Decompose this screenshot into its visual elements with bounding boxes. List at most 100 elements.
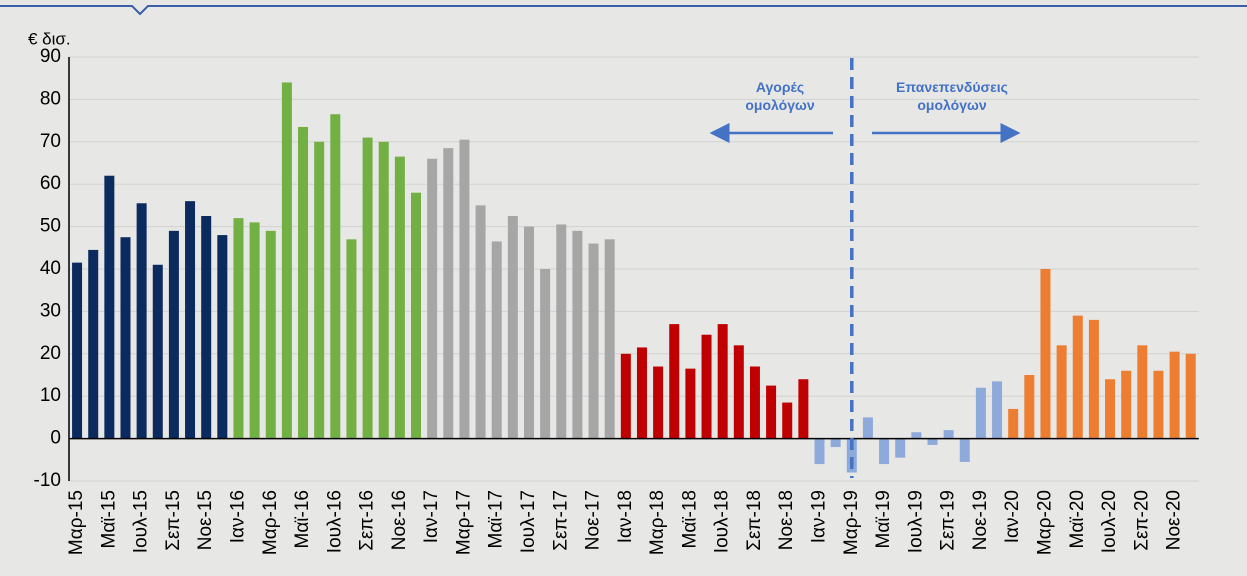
bar <box>1056 345 1067 439</box>
bar <box>911 432 922 439</box>
y-tick-label: 50 <box>40 216 61 237</box>
bar <box>685 368 696 439</box>
x-tick-label: Σεπ-17 <box>550 490 571 551</box>
x-tick-label: Μαϊ-19 <box>873 490 894 549</box>
y-tick-label: 40 <box>40 258 61 279</box>
x-tick-label: Νοε-18 <box>776 490 797 550</box>
bar <box>362 137 373 439</box>
x-tick-label: Μαϊ-20 <box>1067 490 1088 549</box>
bar <box>1008 408 1019 439</box>
x-tick-label: Μαρ-17 <box>453 490 474 555</box>
bar <box>653 366 664 439</box>
x-tick-label: Νοε-16 <box>389 490 410 550</box>
bar <box>249 222 260 439</box>
bar <box>1169 351 1180 439</box>
x-tick-label: Μαϊ-15 <box>98 490 119 549</box>
bar <box>152 264 163 439</box>
bar <box>636 347 647 439</box>
bar <box>701 334 712 439</box>
bar <box>830 438 841 448</box>
x-tick-label: Ιαν-20 <box>1002 490 1023 543</box>
bar <box>975 387 986 439</box>
x-tick-label: Ιουλ-16 <box>324 490 345 553</box>
x-tick-label: Σεπ-18 <box>744 490 765 551</box>
bar <box>556 224 567 439</box>
bar <box>669 324 680 439</box>
top-rule <box>0 5 1247 16</box>
bar <box>217 235 228 439</box>
y-tick-label: -10 <box>34 470 61 491</box>
bar <box>459 139 470 439</box>
bar <box>782 402 793 439</box>
x-tick-label: Ιουλ-18 <box>712 490 733 553</box>
bar <box>185 201 196 439</box>
bar <box>136 203 147 439</box>
bar <box>943 430 954 439</box>
bar <box>717 324 728 439</box>
y-tick-label: 70 <box>40 131 61 152</box>
annotation: Αγορές ομολόγων <box>745 79 814 113</box>
bar <box>572 230 583 439</box>
bar <box>1072 315 1083 439</box>
x-tick-label: Ιουλ-15 <box>131 490 152 553</box>
bar <box>733 345 744 439</box>
bar <box>927 438 938 445</box>
bar <box>298 126 309 439</box>
y-tick-label: 20 <box>40 343 61 364</box>
bar <box>330 114 341 439</box>
bar <box>507 216 518 439</box>
y-tick-label: 90 <box>40 46 61 67</box>
x-tick-label: Μαϊ-16 <box>292 490 313 549</box>
bar <box>1185 353 1196 439</box>
bar <box>394 156 405 439</box>
bar <box>346 239 357 439</box>
bar <box>120 237 131 439</box>
bar <box>814 438 825 465</box>
bar <box>281 82 292 439</box>
bar <box>1121 370 1132 439</box>
bar <box>879 438 890 465</box>
bar <box>1105 379 1116 439</box>
bar <box>959 438 970 462</box>
x-tick-label: Μαϊ-18 <box>679 490 700 549</box>
bar <box>72 262 83 439</box>
bar <box>104 175 115 439</box>
bar <box>443 148 454 439</box>
bar <box>1040 269 1051 439</box>
x-tick-label: Μαρ-19 <box>841 490 862 555</box>
y-tick-label: 30 <box>40 300 61 321</box>
bar <box>475 205 486 439</box>
x-tick-label: Νοε-19 <box>970 490 991 550</box>
x-tick-label: Σεπ-20 <box>1131 490 1152 551</box>
x-tick-label: Ιαν-19 <box>809 490 830 543</box>
x-tick-label: Ιαν-18 <box>615 490 636 543</box>
annotation: Επανεπενδύσεις ομολόγων <box>896 79 1008 113</box>
x-tick-label: Σεπ-15 <box>163 490 184 551</box>
bar <box>427 158 438 439</box>
x-tick-label: Μαρ-16 <box>260 490 281 555</box>
bar <box>1153 370 1164 439</box>
x-tick-label: Ιαν-16 <box>227 490 248 543</box>
x-tick-label: Σεπ-19 <box>938 490 959 551</box>
bar <box>862 417 873 439</box>
bar <box>604 239 615 439</box>
x-tick-label: Νοε-20 <box>1164 490 1185 550</box>
bar <box>265 230 276 439</box>
bar <box>88 249 99 439</box>
x-tick-label: Νοε-17 <box>583 490 604 550</box>
bar <box>846 438 857 473</box>
x-tick-label: Μαϊ-17 <box>486 490 507 549</box>
bar <box>620 353 631 439</box>
bar <box>766 385 777 439</box>
bar <box>1024 375 1035 439</box>
bar <box>378 141 389 439</box>
bar <box>491 241 502 439</box>
bar <box>540 269 551 439</box>
bar <box>1137 345 1148 439</box>
x-tick-label: Ιουλ-17 <box>518 490 539 553</box>
bar <box>411 192 422 439</box>
bar <box>168 230 179 439</box>
bar <box>992 381 1003 439</box>
y-tick-label: 10 <box>40 385 61 406</box>
